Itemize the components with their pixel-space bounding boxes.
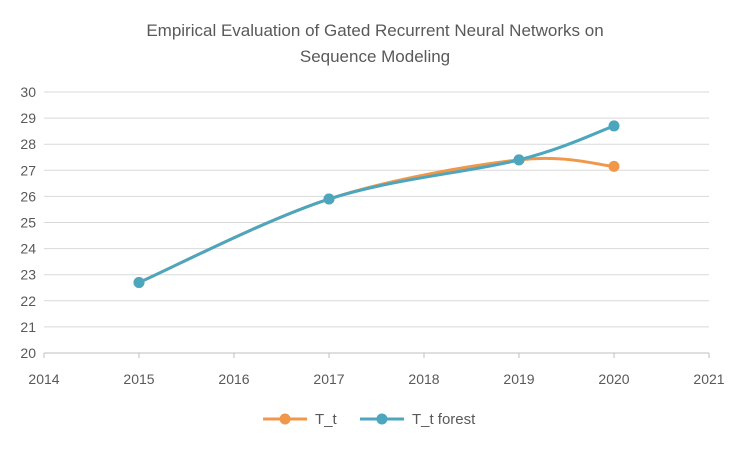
x-tick-label: 2019	[503, 371, 534, 387]
x-tick-label: 2018	[408, 371, 439, 387]
series-lines	[137, 124, 616, 285]
data-point-t-t-forest	[323, 193, 335, 205]
x-tick-label: 2015	[123, 371, 154, 387]
data-point-t-t-forest	[608, 120, 620, 132]
legend-item-t-t-forest: T_t forest	[359, 411, 476, 428]
y-tick-label: 23	[20, 267, 36, 283]
y-axis-ticks: 20 21 22 23 24 25 26 27 28 29 30	[20, 84, 36, 361]
x-tick-label: 2016	[218, 371, 249, 387]
y-tick-label: 27	[20, 162, 36, 178]
legend-marker-t-t-forest	[376, 413, 388, 425]
y-tick-label: 28	[20, 136, 36, 152]
chart-title-line-1: Empirical Evaluation of Gated Recurrent …	[146, 21, 603, 40]
y-tick-label: 25	[20, 215, 36, 231]
data-point-t-t-forest	[513, 154, 525, 166]
x-axis-ticks: 2014 2015 2016 2017 2018 2019 2020 2021	[28, 353, 725, 387]
chart-title-line-2: Sequence Modeling	[300, 47, 450, 66]
gridlines	[44, 91, 709, 354]
data-point-t-t-forest	[133, 277, 145, 289]
y-tick-label: 30	[20, 84, 36, 100]
y-tick-label: 22	[20, 293, 36, 309]
y-tick-label: 21	[20, 319, 36, 335]
y-tick-label: 20	[20, 345, 36, 361]
x-tick-label: 2017	[313, 371, 344, 387]
series-points	[133, 120, 620, 289]
y-tick-label: 24	[20, 241, 36, 257]
legend-item-t-t: T_t	[263, 411, 338, 428]
legend-marker-t-t	[279, 413, 291, 425]
legend-label-t-t: T_t	[315, 411, 338, 428]
x-tick-label: 2021	[693, 371, 724, 387]
series-line-t-t	[137, 156, 616, 285]
legend: T_t T_t forest	[263, 411, 476, 428]
data-point-t-t	[608, 160, 620, 172]
y-tick-label: 26	[20, 188, 36, 204]
series-line-t-t-forest	[137, 124, 616, 285]
legend-label-t-t-forest: T_t forest	[412, 411, 476, 428]
y-tick-label: 29	[20, 110, 36, 126]
x-tick-label: 2020	[598, 371, 629, 387]
x-tick-label: 2014	[28, 371, 59, 387]
